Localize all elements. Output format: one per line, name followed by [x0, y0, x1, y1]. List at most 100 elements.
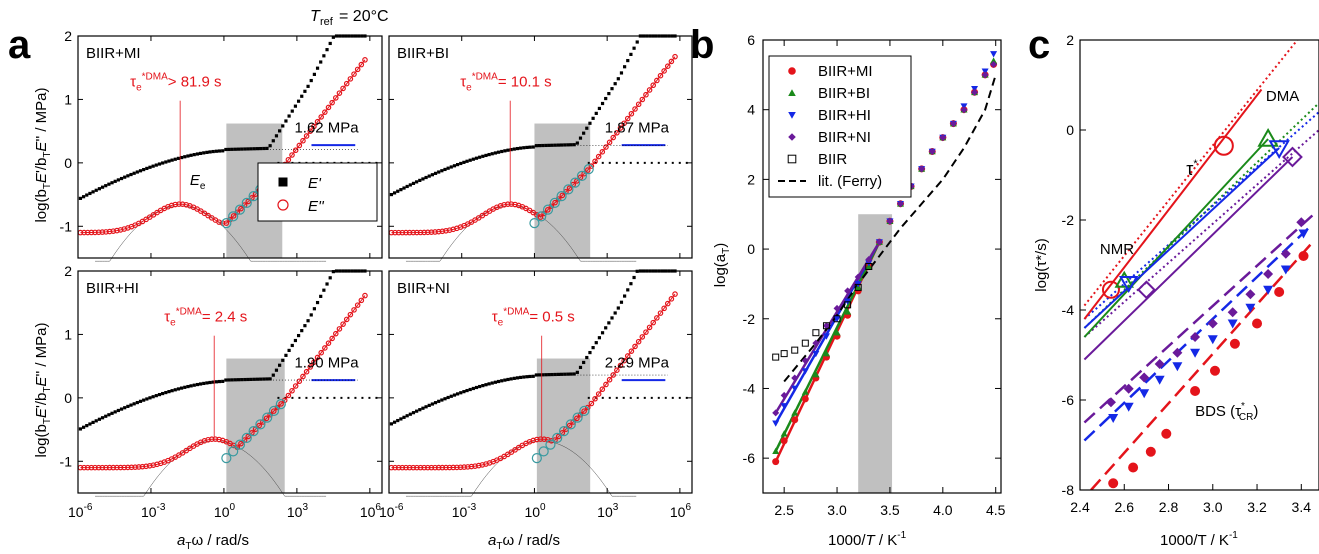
storage-modulus-point — [465, 388, 469, 393]
x-axis-label: 1000/T / K-1 — [828, 530, 907, 549]
storage-modulus-point — [97, 187, 102, 191]
storage-modulus-point — [123, 406, 127, 410]
storage-modulus-point — [443, 167, 447, 172]
storage-modulus-point — [319, 294, 323, 298]
plateau-label: 1.90 MPa — [294, 354, 359, 371]
storage-modulus-point — [613, 82, 617, 86]
storage-modulus-point — [293, 338, 298, 343]
fit-window-point — [228, 211, 239, 222]
loss-modulus-point — [307, 364, 314, 370]
loss-modulus-point — [329, 99, 335, 106]
bds-point — [1245, 303, 1256, 313]
fit-window-series — [529, 164, 594, 229]
x-tick-label: 106 — [670, 502, 692, 520]
storage-modulus-point — [240, 147, 244, 151]
fit-window-point — [563, 184, 574, 195]
storage-modulus-point — [619, 300, 624, 304]
storage-modulus-point — [613, 311, 617, 315]
storage-modulus-point — [107, 182, 111, 186]
storage-modulus-point — [487, 152, 491, 157]
storage-modulus-point — [221, 379, 225, 383]
storage-modulus-point — [437, 170, 441, 174]
fit-window-point — [241, 432, 252, 443]
storage-modulus-point — [556, 372, 561, 376]
panel-letter-b: b — [690, 23, 714, 67]
storage-modulus-point — [312, 307, 316, 311]
data-point — [865, 263, 873, 270]
storage-modulus-point — [78, 427, 83, 431]
storage-modulus-point — [572, 143, 576, 147]
storage-modulus-point — [462, 390, 466, 394]
plot-frame — [77, 35, 383, 259]
loss-modulus-point — [650, 82, 657, 89]
ee-label: Ee — [190, 172, 206, 192]
data-point — [844, 287, 852, 295]
data-point — [875, 238, 883, 246]
bds-point — [1280, 265, 1291, 275]
bds-point — [1154, 375, 1165, 385]
storage-modulus-point — [85, 193, 89, 197]
storage-modulus-point — [604, 96, 608, 101]
legend-symbol — [788, 133, 796, 141]
storage-modulus-point — [104, 414, 108, 418]
storage-modulus-point — [559, 372, 564, 376]
storage-modulus-point — [126, 404, 130, 409]
subpanel-biir-ni: BIIR+NI τe*DMA= 0.5 s 2.29 MPa 10-6 10-3 100 1… — [379, 269, 693, 520]
loss-modulus-point — [614, 129, 620, 136]
storage-modulus-point — [208, 380, 212, 385]
storage-modulus-point — [167, 390, 171, 394]
storage-modulus-point — [151, 395, 155, 399]
legend-label: BIIR+HI — [818, 107, 871, 124]
storage-modulus-point — [569, 143, 573, 147]
storage-modulus-point — [154, 394, 158, 398]
bds-point — [1245, 289, 1256, 300]
storage-modulus-point — [455, 163, 460, 167]
storage-modulus-point — [284, 353, 288, 357]
y-tick-label: 6 — [747, 32, 755, 48]
storage-modulus-point — [437, 399, 441, 403]
storage-modulus-point — [503, 149, 507, 153]
data-point — [801, 368, 809, 375]
bds-point — [1108, 478, 1119, 489]
storage-modulus-point — [459, 391, 463, 395]
storage-modulus-point — [246, 377, 250, 382]
loss-modulus-point — [296, 378, 303, 385]
x-tick-label: 106 — [360, 502, 382, 520]
storage-modulus-point — [440, 398, 444, 402]
data-point — [990, 60, 998, 68]
storage-modulus-point — [278, 129, 282, 133]
loss-modulus-point — [300, 373, 306, 380]
loss-modulus-point — [325, 340, 332, 346]
loss-modulus-point — [343, 316, 350, 323]
solid-line — [1083, 156, 1294, 361]
fit-window-point — [255, 419, 266, 430]
panel-a-y-label-top: log(bTE'/bTE'' / MPa) — [33, 87, 53, 222]
storage-modulus-point — [173, 388, 177, 392]
bds-point — [1154, 359, 1165, 369]
storage-modulus-point — [452, 393, 457, 397]
storage-modulus-point — [265, 377, 269, 381]
data-point — [833, 315, 841, 323]
loss-modulus-point — [332, 95, 339, 101]
loss-modulus-point — [537, 214, 544, 220]
storage-modulus-point — [265, 146, 269, 151]
storage-modulus-point — [468, 387, 472, 392]
storage-modulus-point — [290, 109, 294, 113]
data-point — [812, 329, 820, 337]
data-point — [772, 353, 780, 361]
storage-modulus-point — [255, 377, 260, 381]
storage-modulus-point — [585, 355, 589, 360]
storage-modulus-point — [578, 136, 583, 140]
legend-symbol — [788, 111, 796, 119]
storage-modulus-point — [221, 149, 225, 153]
loss-modulus-point — [358, 297, 365, 304]
storage-modulus-point — [408, 183, 412, 187]
storage-modulus-point — [161, 391, 165, 396]
storage-modulus-point — [396, 418, 400, 423]
storage-modulus-point — [198, 382, 203, 386]
x-tick-label: 10-3 — [452, 502, 477, 520]
y-axis-label: log(τ*/s) — [1033, 238, 1050, 291]
data-point — [949, 120, 957, 128]
plot-frame — [762, 39, 1002, 494]
